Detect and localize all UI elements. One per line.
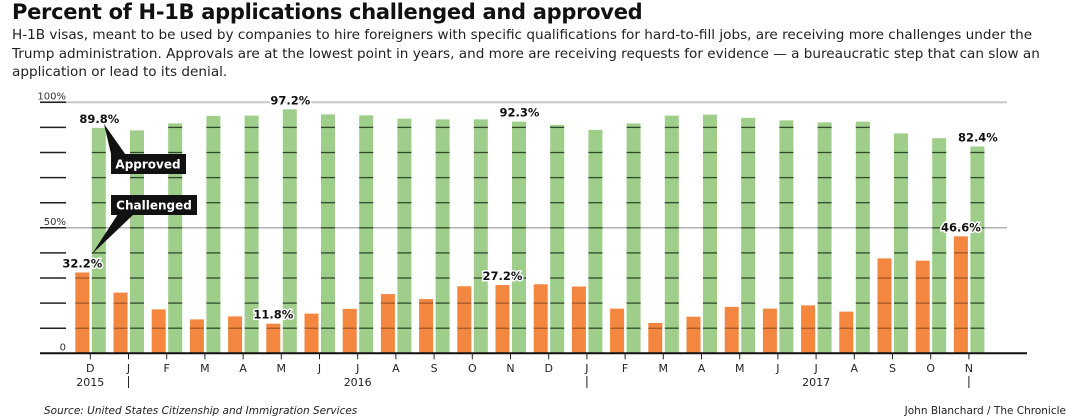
x-tick-label: J [813,362,817,375]
chart-subtitle: H-1B visas, meant to be used by companie… [12,27,1040,80]
bar-approved [970,146,985,354]
x-tick-label: J [584,362,588,375]
x-tick-label: D [86,362,94,375]
bar-approved [741,117,756,354]
year-label: 2017 [802,376,830,389]
bar-approved [321,114,335,354]
bar-approved [894,133,908,354]
bar-approved [359,115,374,354]
x-tick-label: S [889,362,896,375]
x-tick-label: M [659,362,669,375]
x-tick-label: F [164,362,170,375]
x-tick-label: O [468,362,477,375]
year-label: 2016 [344,376,372,389]
bar-challenged [571,286,586,354]
bar-approved [282,109,297,354]
bar-approved [550,124,565,354]
bar-challenged [342,308,357,354]
bar-approved [626,123,641,354]
approved-callout-label: Approved [115,158,180,172]
bar-challenged [648,322,663,354]
x-tick-label: A [698,362,706,375]
x-tick-label: J [126,362,130,375]
x-tick-label: F [622,362,628,375]
bar-challenged [380,294,395,354]
bar-challenged [877,258,892,354]
challenged-pointer [92,214,134,254]
bar-challenged [228,316,243,354]
bar-approved [512,121,526,354]
bar-challenged [189,319,204,354]
bar-challenged [801,305,816,354]
bar-challenged [75,272,90,354]
bar-challenged [533,284,548,354]
source-note: Source: United States Citizenship and Im… [44,405,358,417]
x-tick-label: M [277,362,287,375]
data-label: 92.3% [500,106,540,120]
bar-challenged [953,236,968,354]
bar-approved [397,118,412,354]
data-label: 11.8% [253,308,293,322]
approved-callout-box [111,154,186,174]
bar-approved [779,120,794,354]
bar-approved [703,114,717,354]
bar-approved [664,115,679,354]
y-tick-label: 50% [44,217,66,228]
bar-approved [932,138,947,354]
x-tick-label: O [926,362,935,375]
x-tick-label: N [506,362,514,375]
x-tick-label: A [392,362,400,375]
x-tick-label: D [544,362,552,375]
challenged-callout-box [111,195,197,215]
bar-challenged [762,308,777,354]
data-label: 32.2% [62,256,102,270]
bar-challenged [266,323,281,354]
bar-approved [168,123,183,354]
bar-challenged [610,308,625,354]
credit: John Blanchard / The Chronicle [904,405,1066,417]
data-label: 97.2% [270,93,310,107]
bar-challenged [304,313,319,354]
x-tick-label: J [355,362,359,375]
bar-challenged [419,299,434,354]
bar-approved [244,115,259,354]
bar-challenged [686,316,701,354]
data-label: 82.4% [958,130,998,144]
approved-pointer [104,124,128,158]
bar-challenged [495,285,510,354]
challenged-callout-label: Challenged [116,199,192,213]
data-label: 46.6% [941,220,981,234]
bar-approved [473,119,488,354]
y-tick-label: 0 [60,342,66,353]
data-label: 27.2% [483,269,523,283]
bar-approved [91,127,106,354]
x-tick-label: J [775,362,779,375]
bar-challenged [724,306,739,354]
x-tick-label: A [851,362,859,375]
x-tick-label: N [965,362,973,375]
year-label: 2015 [76,376,104,389]
x-tick-label: J [317,362,321,375]
bar-challenged [915,260,930,354]
bar-approved [855,121,870,354]
bar-challenged [113,292,128,354]
x-tick-label: M [200,362,210,375]
bar-approved [130,130,144,354]
bar-approved [588,129,603,354]
data-label: 89.8% [79,112,119,126]
bar-challenged [457,286,472,354]
bar-challenged [151,309,166,354]
x-tick-label: A [239,362,247,375]
bar-approved [206,115,221,354]
chart-title: Percent of H-1B applications challenged … [12,0,643,24]
bar-approved [817,122,832,354]
x-tick-label: S [431,362,438,375]
y-tick-label: 100% [37,91,66,102]
bar-challenged [839,311,854,354]
bar-approved [435,119,450,354]
x-tick-label: M [735,362,745,375]
